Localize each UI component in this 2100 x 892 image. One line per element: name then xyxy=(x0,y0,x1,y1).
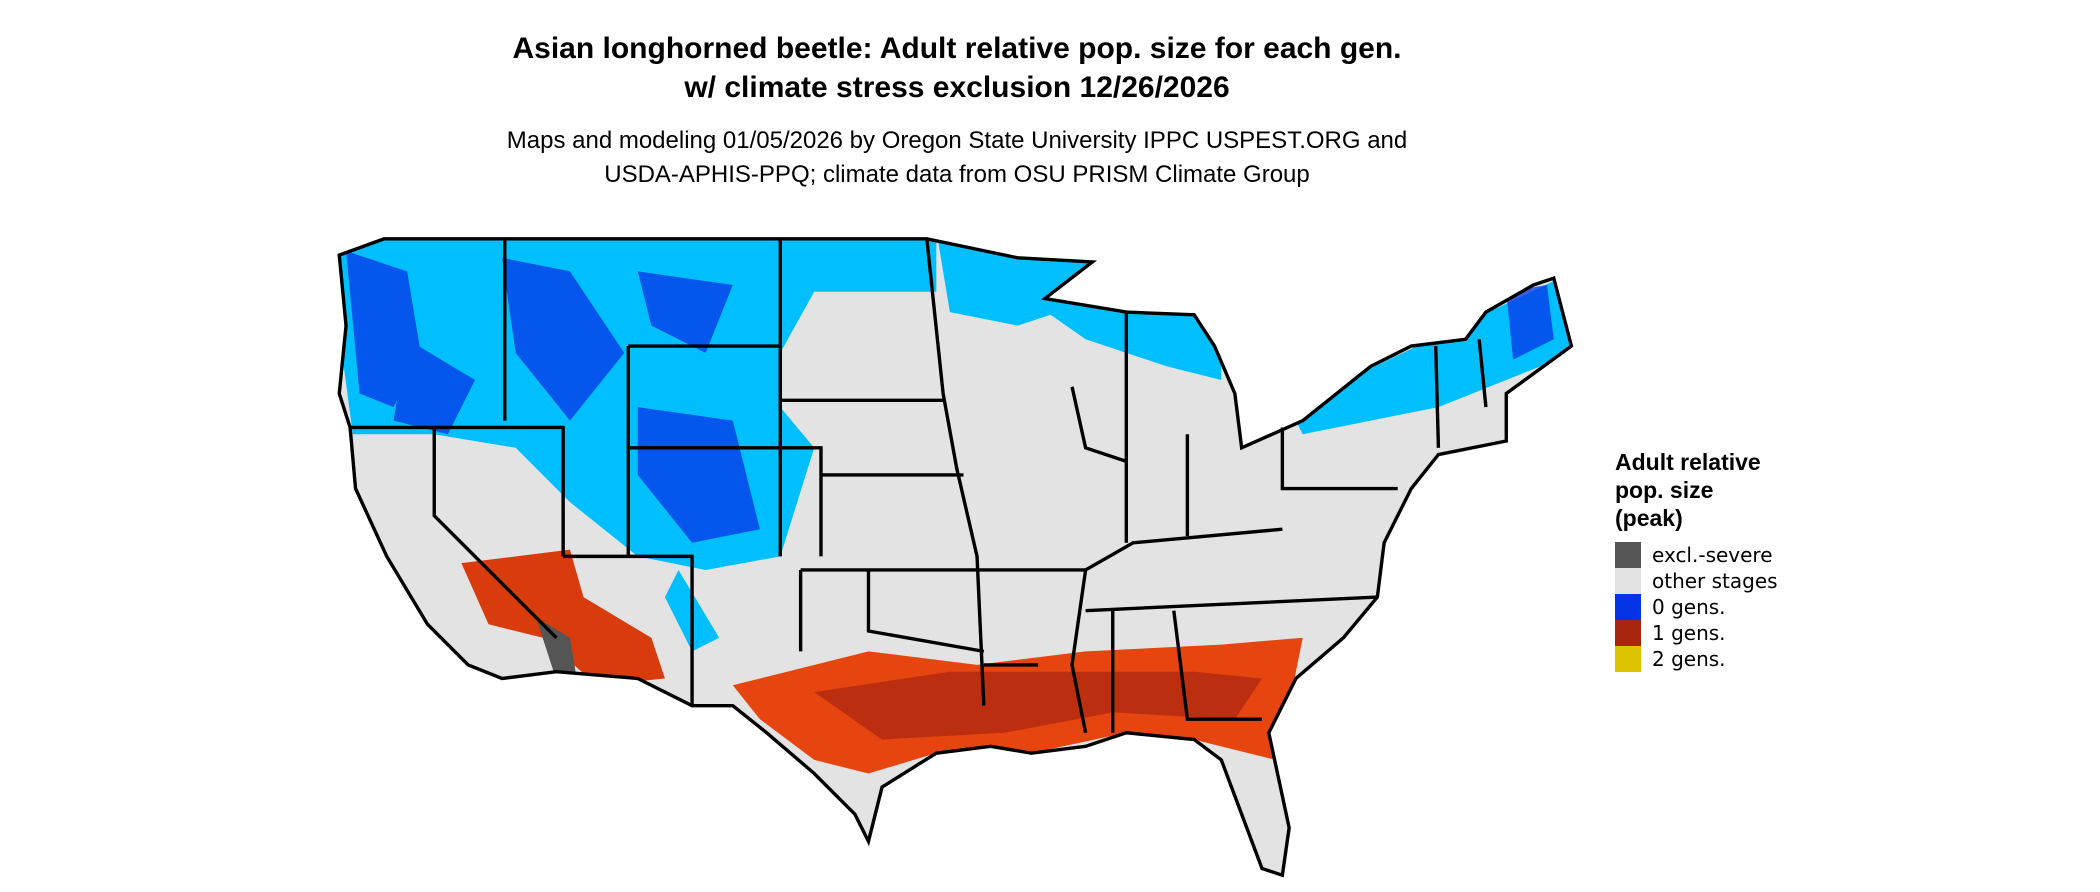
legend-title: Adult relative xyxy=(1615,449,1761,475)
legend-label: 0 gens. xyxy=(1652,595,1726,619)
title: Asian longhorned beetle: Adult relative … xyxy=(512,32,1401,65)
zone-1-gens xyxy=(461,549,665,686)
legend-swatch xyxy=(1615,568,1641,594)
model-regions xyxy=(339,238,1572,774)
legend: Adult relative pop. size (peak) excl.-se… xyxy=(1615,449,1778,672)
legend-swatch xyxy=(1615,542,1641,568)
zone-0-gens-light xyxy=(664,238,1572,652)
legend-swatch xyxy=(1615,646,1641,672)
legend-label: 2 gens. xyxy=(1652,647,1726,671)
legend-label: excl.-severe xyxy=(1652,543,1773,567)
us-map xyxy=(337,237,1574,877)
zone-excluded xyxy=(536,617,577,679)
legend-swatch xyxy=(1615,594,1641,620)
zone-0-gens-light xyxy=(339,238,937,570)
legend-label: other stages xyxy=(1652,569,1778,593)
zone-0-gens xyxy=(346,251,1554,543)
legend-label: 1 gens. xyxy=(1652,621,1726,645)
title: w/ climate stress exclusion 12/26/2026 xyxy=(683,71,1229,104)
legend-swatch xyxy=(1615,620,1641,646)
legend-title: pop. size xyxy=(1615,477,1713,503)
subtitle: USDA-APHIS-PPQ; climate data from OSU PR… xyxy=(604,161,1310,188)
zone-1-gens-dark xyxy=(814,671,1263,740)
state-borders xyxy=(337,237,1574,877)
subtitle: Maps and modeling 01/05/2026 by Oregon S… xyxy=(507,127,1407,154)
legend-title: (peak) xyxy=(1615,505,1683,531)
